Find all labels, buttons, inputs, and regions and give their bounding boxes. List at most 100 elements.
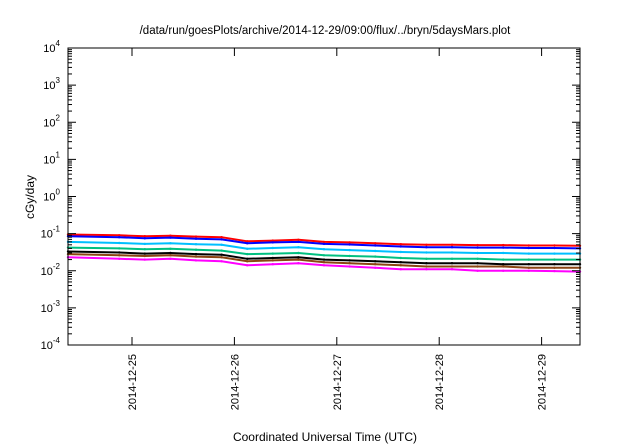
series-7-point [553, 269, 556, 273]
series-2-point [118, 236, 121, 239]
series-1-point [220, 236, 223, 239]
series-5-point [425, 262, 428, 265]
series-3-point [450, 251, 454, 254]
series-5-point [450, 262, 454, 265]
series-3-point [322, 248, 326, 251]
series-2-point [143, 237, 146, 240]
y-tick-label-exponent: 1 [56, 150, 61, 159]
series-3-point [425, 251, 428, 254]
y-tick-label: 103 [43, 76, 60, 92]
series-1-point [502, 243, 505, 247]
series-1-point [271, 239, 274, 242]
series-5-point [297, 256, 300, 259]
series-5-point [246, 257, 249, 260]
series-1-point [450, 243, 454, 246]
series-2-point [348, 243, 351, 246]
series-line-6 [67, 253, 580, 269]
series-6-point [118, 254, 121, 257]
chart-title: /data/run/goesPlots/archive/2014-12-29/0… [140, 25, 512, 37]
series-6-point [425, 265, 428, 268]
series-2-point [297, 240, 300, 244]
series-7-point [374, 266, 377, 269]
series-7-point [194, 259, 198, 262]
series-2-point [271, 241, 274, 244]
series-5-point [348, 259, 351, 262]
series-2-point [169, 236, 172, 239]
series-4-point [425, 257, 428, 260]
series-3-point [374, 249, 377, 253]
x-tick-label: 2014-12-25 [127, 354, 139, 410]
series-1-point [297, 238, 300, 241]
series-4-point [476, 257, 479, 260]
series-7-point [220, 260, 223, 263]
series-3-point [502, 251, 505, 255]
series-5-point [194, 252, 198, 256]
series-2-point [450, 246, 454, 249]
y-tick-label-exponent: 2 [56, 113, 61, 122]
series-5-point [374, 260, 377, 263]
series-5-point [476, 262, 479, 265]
series-4-point [399, 256, 402, 260]
series-3-point [118, 241, 121, 245]
series-6-point [374, 263, 377, 266]
series-1-point [143, 235, 146, 238]
series-4-point [297, 251, 300, 255]
series-7-point [271, 263, 274, 266]
series-6-point [450, 265, 454, 268]
series-4-point [143, 248, 146, 251]
series-6-point [553, 266, 556, 269]
y-tick-label-base: 10 [43, 80, 55, 92]
series-2-point [220, 238, 223, 241]
series-4-point [348, 254, 351, 258]
y-tick-label: 100 [43, 188, 60, 204]
series-line-4 [67, 246, 580, 261]
series-3-point [246, 247, 249, 250]
series-4-point [502, 258, 505, 261]
series-layer [66, 233, 582, 273]
series-6-point [169, 254, 172, 257]
series-3-point [399, 250, 402, 254]
series-5-point [169, 251, 172, 255]
y-tick-label-base: 10 [41, 303, 53, 315]
series-2-point [476, 246, 479, 249]
y-tick-label-exponent: 3 [56, 76, 61, 85]
y-axis-label: cGy/day [23, 175, 37, 219]
series-1-point [527, 244, 530, 247]
y-tick-label: 10-2 [41, 262, 61, 278]
series-2-point [399, 245, 402, 248]
series-7-point [348, 265, 351, 268]
series-6-point [527, 266, 530, 269]
y-tick-label-exponent: -2 [53, 262, 61, 271]
series-7-point [450, 268, 454, 271]
y-tick-label: 10-3 [41, 299, 61, 315]
series-1-point [194, 235, 198, 238]
plot-frame [67, 47, 581, 346]
series-6-point [502, 265, 505, 268]
series-3-point [297, 246, 300, 249]
series-6-point [271, 259, 274, 262]
series-6-point [143, 254, 146, 258]
y-tick-label-exponent: -1 [53, 225, 61, 234]
x-axis-ticks: 2014-12-25 2014-12-26 2014-12-27 2014-12-28… [127, 48, 549, 410]
series-5-point [399, 261, 402, 264]
series-6-point [297, 258, 300, 261]
series-7-point [169, 257, 172, 260]
x-axis-label: Coordinated Universal Time (UTC) [233, 430, 417, 444]
y-tick-label-base: 10 [43, 192, 55, 204]
series-4-point [450, 257, 454, 260]
series-7-point [143, 258, 146, 261]
series-7-point [502, 269, 505, 272]
series-3-point [220, 243, 223, 246]
y-tick-label-exponent: 4 [56, 39, 61, 48]
series-5-point [553, 263, 556, 266]
series-line-2 [67, 235, 581, 250]
series-1-point [322, 240, 326, 244]
series-5-point [322, 258, 326, 261]
series-4-point [118, 247, 121, 250]
series-6-point [322, 261, 326, 264]
series-2-point [425, 246, 428, 249]
series-line-5 [67, 250, 580, 266]
series-2-point [194, 237, 198, 240]
x-tick-label: 2014-12-29 [537, 354, 549, 410]
series-2-point [246, 242, 249, 245]
